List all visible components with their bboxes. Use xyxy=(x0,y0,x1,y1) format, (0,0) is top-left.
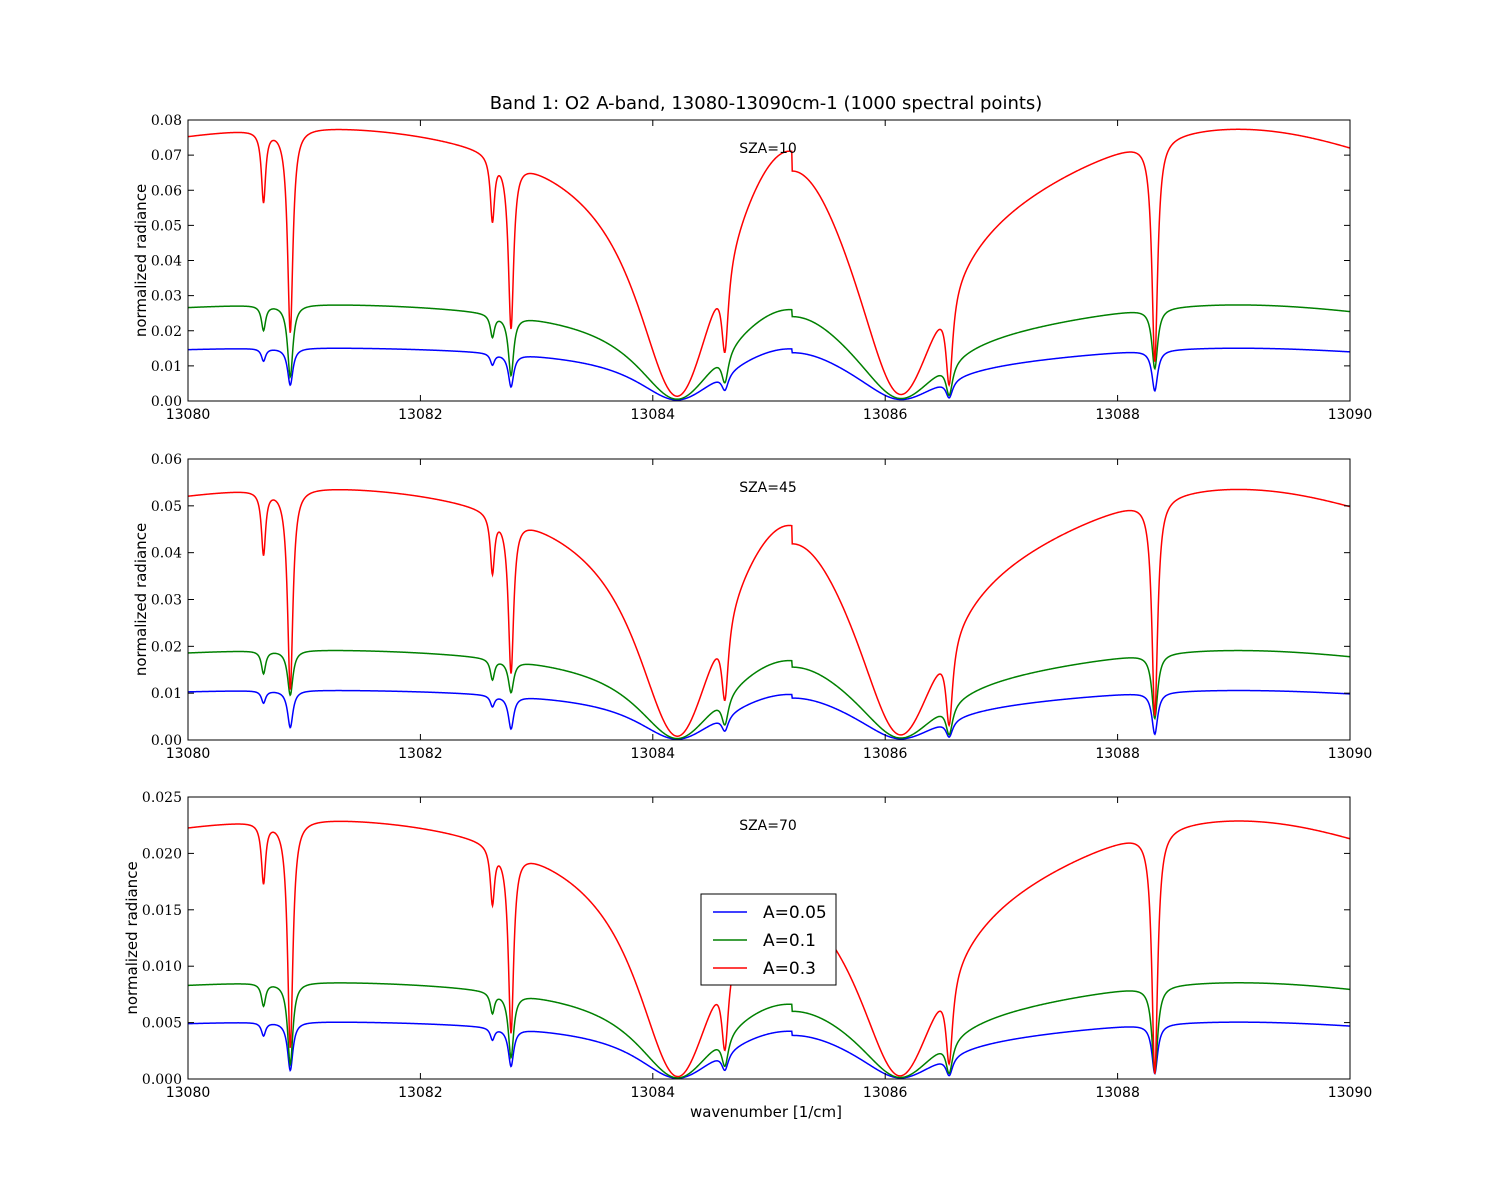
x-tick-label: 13082 xyxy=(398,1085,443,1101)
y-tick-label: 0.010 xyxy=(142,959,182,975)
series-line-a-0-1-panel-1 xyxy=(187,304,1351,400)
x-tick-label: 13082 xyxy=(398,407,443,423)
x-tick-label: 13086 xyxy=(863,746,908,762)
y-tick-label: 0.07 xyxy=(151,148,182,164)
x-axis-label: wavenumber [1/cm] xyxy=(690,1103,842,1121)
x-tick-label: 13084 xyxy=(631,1085,676,1101)
y-tick-label: 0.04 xyxy=(151,546,182,562)
x-tick-label: 13086 xyxy=(863,407,908,423)
x-tick-label: 13080 xyxy=(166,1085,211,1101)
y-tick-label: 0.005 xyxy=(142,1016,182,1032)
y-tick-label: 0.015 xyxy=(142,903,182,919)
y-axis-label: normalized radiance xyxy=(132,184,150,337)
y-tick-label: 0.020 xyxy=(142,846,182,862)
sza-annotation: SZA=10 xyxy=(739,141,797,157)
series-line-a-0-1-panel-3 xyxy=(187,982,1351,1079)
panel-3: 13080 13082 13084 13086 13088 13090 0.000 0.005… xyxy=(123,790,1372,1101)
y-tick-label: 0.01 xyxy=(151,359,182,375)
x-tick-label: 13088 xyxy=(1095,407,1140,423)
x-tick-label: 13088 xyxy=(1095,746,1140,762)
y-tick-label: 0.000 xyxy=(142,1072,182,1088)
series-line-a-0-3-panel-1 xyxy=(187,128,1351,397)
x-tick-label: 13080 xyxy=(166,746,211,762)
x-tick-label: 13090 xyxy=(1328,407,1373,423)
legend-label: A=0.05 xyxy=(763,903,827,923)
y-tick-label: 0.00 xyxy=(151,394,182,410)
y-tick-label: 0.03 xyxy=(151,289,182,305)
panels: 13080 13082 13084 13086 13088 13090 0.00 0.01 0.… xyxy=(123,113,1372,1101)
series-line-a-0-1-panel-2 xyxy=(187,649,1351,740)
x-tick-label: 13086 xyxy=(863,1085,908,1101)
y-axis-label: normalized radiance xyxy=(132,523,150,676)
x-tick-label: 13082 xyxy=(398,746,443,762)
y-axis-label: normalized radiance xyxy=(123,861,141,1014)
y-tick-label: 0.00 xyxy=(151,733,182,749)
x-tick-label: 13084 xyxy=(631,407,676,423)
x-tick-label: 13090 xyxy=(1328,746,1373,762)
x-tick-label: 13090 xyxy=(1328,1085,1373,1101)
y-tick-label: 0.05 xyxy=(151,218,182,234)
y-tick-label: 0.06 xyxy=(151,183,182,199)
sza-annotation: SZA=70 xyxy=(739,818,797,834)
y-tick-label: 0.04 xyxy=(151,254,182,270)
plot-frame xyxy=(187,119,1351,402)
y-tick-label: 0.03 xyxy=(151,593,182,609)
y-tick-label: 0.025 xyxy=(142,790,182,806)
legend-label: A=0.1 xyxy=(763,931,816,951)
y-tick-label: 0.01 xyxy=(151,686,182,702)
series-line-a-0-3-panel-2 xyxy=(187,488,1351,737)
y-tick-label: 0.05 xyxy=(151,499,182,515)
x-tick-label: 13084 xyxy=(631,746,676,762)
figure-title: Band 1: O2 A-band, 13080-13090cm-1 (1000… xyxy=(490,93,1043,114)
y-tick-label: 0.06 xyxy=(151,452,182,468)
x-tick-label: 13088 xyxy=(1095,1085,1140,1101)
series-line-a-0-05-panel-1 xyxy=(187,347,1351,401)
legend: A=0.05 A=0.1 A=0.3 xyxy=(700,893,837,986)
y-tick-label: 0.08 xyxy=(151,113,182,129)
series-line-a-0-05-panel-2 xyxy=(187,689,1351,740)
legend-label: A=0.3 xyxy=(763,959,816,979)
sza-annotation: SZA=45 xyxy=(739,480,797,496)
y-tick-label: 0.02 xyxy=(151,324,182,340)
plot-frame xyxy=(187,796,1351,1080)
x-tick-label: 13080 xyxy=(166,407,211,423)
series-line-a-0-05-panel-3 xyxy=(187,1021,1351,1079)
panel-1: 13080 13082 13084 13086 13088 13090 0.00 0.01 0.… xyxy=(132,113,1372,423)
y-tick-label: 0.02 xyxy=(151,639,182,655)
panel-2: 13080 13082 13084 13086 13088 13090 0.00 0.01 0.… xyxy=(132,452,1372,762)
